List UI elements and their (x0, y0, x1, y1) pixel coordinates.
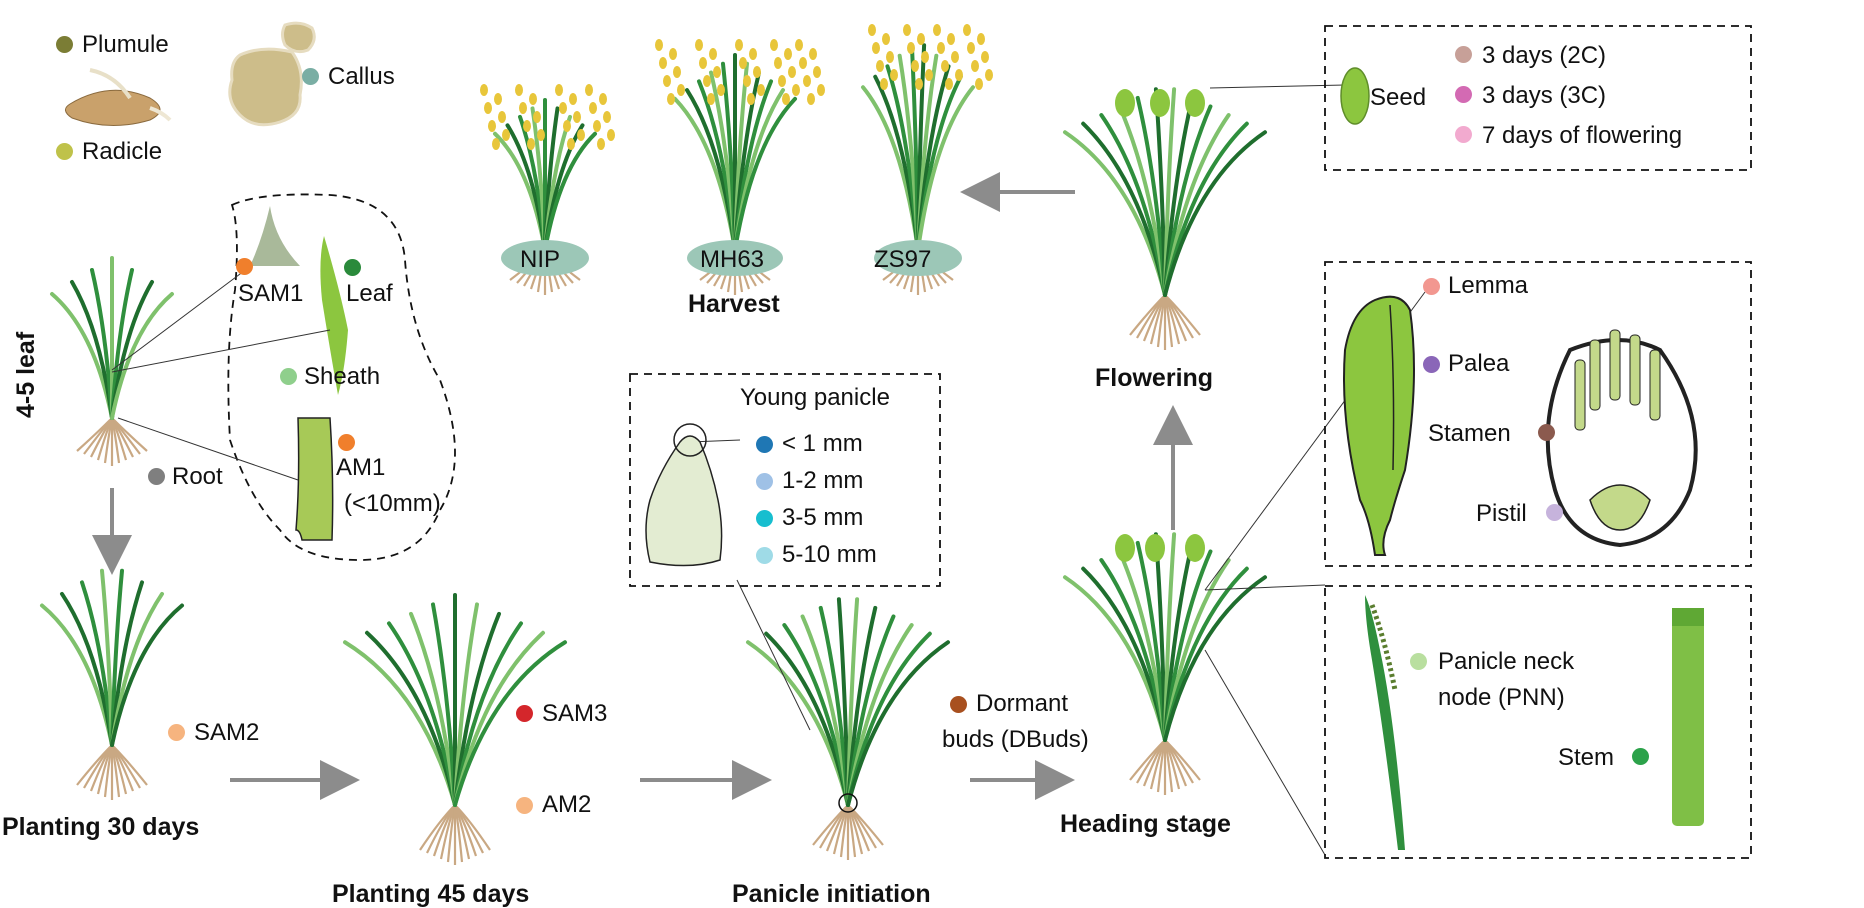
planting45-title: Planting 45 days (332, 880, 530, 908)
callus-image (228, 21, 316, 127)
sam3-label: SAM3 (542, 700, 608, 727)
callus-dot (302, 68, 319, 85)
sam1-tissue (250, 206, 300, 266)
variety-zs97: ZS97 (874, 246, 932, 273)
size-label-3: 5-10 mm (782, 541, 877, 568)
seed-2c-label: 3 days (2C) (1482, 42, 1607, 69)
sam1-dot (236, 258, 253, 275)
plumule-dot (56, 36, 73, 53)
young-panicle-image (645, 435, 723, 567)
callus-label: Callus (328, 63, 395, 90)
root-label: Root (172, 463, 223, 490)
lemma-dot (1423, 278, 1440, 295)
seed-3c-dot (1455, 86, 1472, 103)
variety-nip: NIP (520, 246, 561, 273)
sam2-label: SAM2 (194, 719, 260, 746)
stage-arrows (92, 172, 1193, 800)
sam3-dot (516, 705, 533, 722)
seed-flower-label: 7 days of flowering (1482, 122, 1683, 149)
radicle-dot (56, 143, 73, 160)
seed-icon (1340, 67, 1370, 125)
plant-flowering (1063, 87, 1267, 350)
stem-dashed-box (1324, 585, 1752, 859)
size-dot-1 (756, 473, 773, 490)
plant-4-5-leaf (50, 256, 174, 466)
lemma-label: Lemma (1448, 272, 1529, 299)
floret-dashed-box (1324, 261, 1752, 567)
floret-illustration (1343, 295, 1415, 556)
leaf-tissue (320, 236, 348, 395)
plant-illustrations (40, 24, 1267, 865)
plant-30-days (40, 568, 184, 800)
am1-label-line2: (<10mm) (344, 490, 441, 517)
size-label-2: 3-5 mm (782, 504, 864, 531)
seed-dashed-box (1324, 25, 1752, 171)
seed-label: Seed (1370, 84, 1427, 111)
am2-label: AM2 (542, 791, 592, 818)
pistil-label: Pistil (1476, 500, 1527, 527)
panicle-initiation-title: Panicle initiation (732, 880, 931, 908)
leaf-stage-title: 4-5 leaf (12, 331, 40, 418)
pnn-label-line2: node (PNN) (1438, 684, 1565, 711)
am2-dot (516, 797, 533, 814)
germinating-seed-image (65, 68, 172, 127)
heading-title: Heading stage (1060, 810, 1231, 838)
stem-dot (1632, 748, 1649, 765)
seed-2c-dot (1455, 46, 1472, 63)
size-label-0: < 1 mm (782, 430, 863, 457)
young-panicle-label: Young panicle (740, 384, 890, 411)
am1-tissue (295, 417, 334, 541)
radicle-label: Radicle (82, 138, 163, 165)
plant-45-days (343, 593, 567, 865)
stem-label: Stem (1558, 744, 1615, 771)
flowering-title: Flowering (1095, 364, 1214, 392)
seed-3c-label: 3 days (3C) (1482, 82, 1607, 109)
sheath-label: Sheath (304, 363, 381, 390)
size-dot-2 (756, 510, 773, 527)
young-panicle-dashed-box (629, 373, 941, 587)
palea-dot (1423, 356, 1440, 373)
sheath-dot (280, 368, 297, 385)
dbuds-label-line2: buds (DBuds) (942, 726, 1089, 753)
pnn-spikelets (1369, 604, 1398, 691)
stamen-label: Stamen (1428, 420, 1511, 447)
pistil-dot (1546, 504, 1563, 521)
leaf-dot (344, 259, 361, 276)
leaf-label: Leaf (346, 280, 393, 307)
am1-label-line1: AM1 (336, 454, 386, 481)
stamen-dot (1538, 424, 1555, 441)
size-dot-3 (756, 547, 773, 564)
variety-mh63: MH63 (700, 246, 765, 273)
plant-heading (1063, 532, 1267, 795)
am1-dot (338, 434, 355, 451)
root-dot (148, 468, 165, 485)
sam1-label: SAM1 (238, 280, 304, 307)
plant-panicle-initiation (746, 597, 950, 860)
dbuds-dot (950, 696, 967, 713)
palea-label: Palea (1448, 350, 1510, 377)
dbuds-label-line1: Dormant (976, 690, 1069, 717)
pnn-dot (1410, 653, 1427, 670)
planting30-title: Planting 30 days (2, 813, 200, 841)
pnn-label-line1: Panicle neck (1438, 648, 1575, 675)
leaf-stage-dashed-outline (227, 193, 456, 561)
size-dot-0 (756, 436, 773, 453)
pnn-image (1365, 595, 1405, 850)
size-label-1: 1-2 mm (782, 467, 864, 494)
stem-image (1672, 608, 1704, 826)
harvest-title: Harvest (688, 290, 780, 318)
sam2-dot (168, 724, 185, 741)
flower-cross-section (1545, 329, 1698, 548)
plumule-label: Plumule (82, 31, 169, 58)
seed-flower-dot (1455, 126, 1472, 143)
